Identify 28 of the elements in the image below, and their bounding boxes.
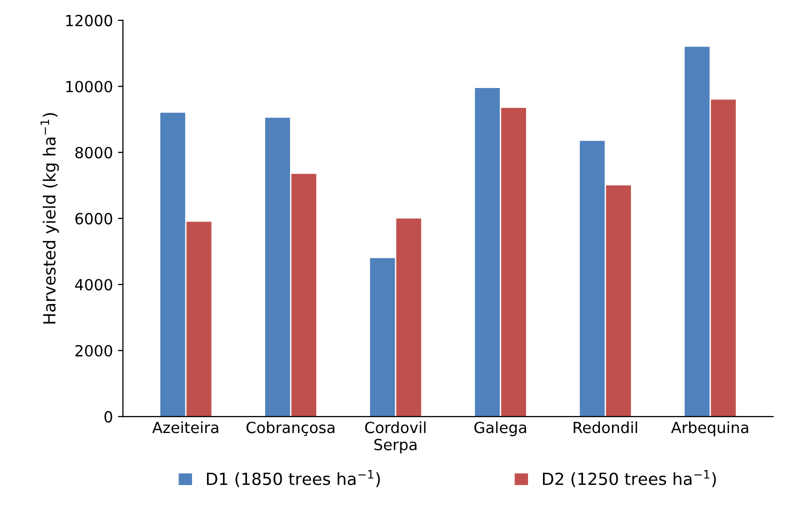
- x-tick-label: Arbequina: [671, 421, 748, 436]
- x-tick-label: Redondil: [574, 421, 638, 434]
- y-axis-title: Harvested yield (kg ha$^{−1}$): [40, 113, 59, 324]
- bar: [265, 118, 290, 417]
- bar: [474, 88, 500, 417]
- x-tick-label: Azeiteira: [152, 421, 218, 434]
- bar: [580, 140, 605, 417]
- bar: [684, 46, 710, 417]
- bar: [606, 185, 631, 417]
- bar: [396, 218, 422, 417]
- y-tick-label: 6000: [75, 212, 112, 224]
- y-tick-label: 2000: [75, 344, 112, 357]
- y-tick-label: 12000: [66, 14, 112, 26]
- x-tick-label: Galega: [474, 421, 526, 436]
- y-tick-label: 10000: [66, 80, 112, 92]
- bar: [291, 174, 316, 417]
- legend-label: D1 (1850 trees ha$^{−1}$): [207, 470, 380, 488]
- y-tick-label: 8000: [75, 146, 112, 158]
- bar: [370, 258, 395, 417]
- y-tick-label: 0: [104, 411, 112, 423]
- legend-label: D2 (1250 trees ha$^{−1}$): [543, 470, 716, 488]
- y-tick-label: 4000: [75, 278, 112, 290]
- bar: [186, 222, 212, 417]
- bar: [501, 108, 526, 417]
- x-tick-label: Cordovil Serpa: [365, 421, 426, 454]
- bar: [160, 112, 186, 417]
- x-tick-label: Cobrançosa: [246, 421, 334, 436]
- bar: [710, 100, 736, 417]
